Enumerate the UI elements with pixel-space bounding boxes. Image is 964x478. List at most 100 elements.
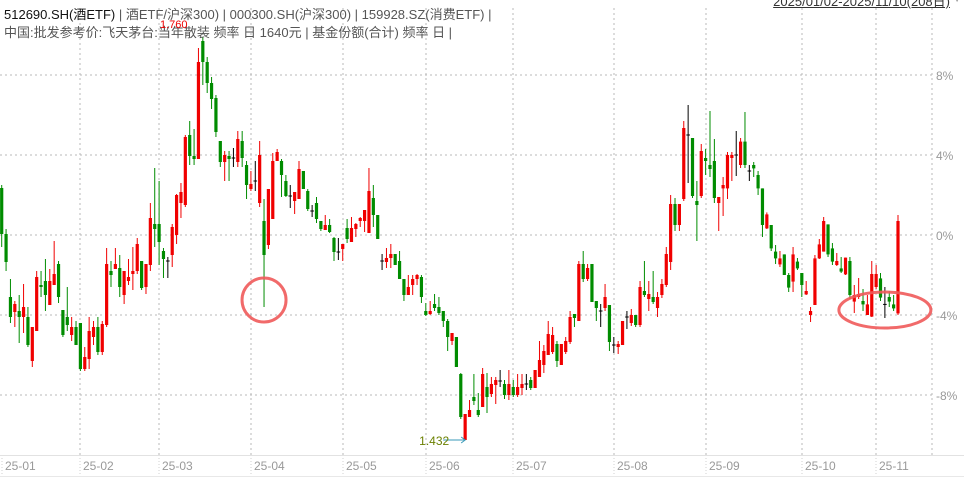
candle-body: [660, 284, 664, 295]
candle: [389, 244, 393, 268]
candle-body: [424, 311, 428, 315]
candle: [852, 285, 856, 313]
candle: [39, 271, 43, 297]
min-marker-arrowhead: [460, 436, 466, 444]
candle-body: [17, 311, 21, 317]
candle-body: [83, 357, 87, 369]
candle: [397, 251, 402, 279]
candle: [201, 37, 205, 85]
candle: [135, 238, 139, 274]
candle: [555, 341, 559, 367]
candle: [284, 175, 288, 197]
candle-body: [756, 175, 760, 189]
candle-body: [463, 414, 467, 440]
candle-body: [244, 165, 249, 185]
candle: [446, 319, 450, 351]
candle: [896, 215, 900, 315]
candle: [113, 248, 117, 269]
legend-other-series[interactable]: | 酒ETF/沪深300) | 000300.SH(沪深300) | 15992…: [115, 7, 492, 22]
candle-body: [682, 128, 686, 199]
candle-body: [695, 201, 699, 205]
candle-body: [323, 225, 327, 230]
candle-body: [362, 210, 367, 221]
candle-body: [35, 277, 39, 331]
dropdown-arrow-icon[interactable]: ▼: [952, 0, 962, 5]
candle: [585, 264, 590, 281]
candle: [603, 284, 607, 311]
candle-body: [717, 197, 721, 203]
candle-body: [739, 141, 743, 165]
x-tick-label: 25-04: [254, 459, 285, 473]
candle: [647, 281, 651, 311]
candle-body: [157, 224, 161, 242]
candle: [822, 217, 826, 252]
candle: [677, 204, 681, 231]
candle: [682, 121, 686, 201]
candle-body: [607, 305, 612, 342]
candle: [214, 95, 218, 137]
candle-body: [314, 203, 319, 219]
candle: [778, 251, 782, 267]
legend-primary-series[interactable]: 512690.SH(酒ETF): [4, 7, 116, 22]
candle-body: [502, 384, 507, 395]
candle: [249, 171, 253, 191]
candle-body: [725, 155, 730, 189]
candle: [690, 138, 695, 198]
candle-body: [376, 215, 380, 239]
candles: [0, 37, 900, 440]
candle-body: [791, 254, 795, 282]
candle: [878, 273, 883, 301]
candle-body: [218, 141, 222, 162]
candle-body: [699, 151, 703, 196]
candle-body: [533, 370, 537, 388]
candle-body: [371, 198, 375, 215]
candle: [74, 321, 78, 345]
candle: [511, 380, 515, 397]
annotation-ellipse: [837, 290, 933, 330]
date-range-link[interactable]: 2025/01/02-2025/11/10(208日): [773, 0, 950, 9]
candle-body: [240, 141, 244, 158]
candle: [393, 254, 397, 265]
candle: [485, 373, 489, 413]
candle-body: [590, 264, 594, 302]
candle: [743, 112, 747, 168]
candle-body: [712, 161, 716, 198]
candle: [765, 212, 769, 229]
candle: [843, 257, 848, 275]
candle: [481, 368, 485, 407]
candle: [559, 344, 563, 365]
candle-body: [258, 155, 262, 203]
candle: [529, 377, 533, 390]
candle: [314, 197, 319, 223]
series-legend: 512690.SH(酒ETF) | 酒ETF/沪深300) | 000300.S…: [4, 4, 491, 23]
candle: [463, 414, 467, 440]
candle-body: [113, 264, 117, 269]
candle-body: [489, 384, 493, 394]
candle: [17, 295, 21, 343]
candle: [747, 165, 752, 181]
candle-body: [817, 244, 821, 259]
candle-body: [870, 274, 874, 317]
candle-body: [839, 268, 843, 272]
candle: [223, 151, 227, 181]
candle-body: [476, 410, 480, 415]
candle-body: [52, 274, 56, 285]
candle-body: [690, 138, 695, 196]
candle-body: [852, 295, 856, 302]
candle: [769, 225, 773, 251]
candle-body: [26, 317, 30, 345]
candle: [432, 294, 437, 311]
candle-body: [511, 387, 515, 395]
x-tick-label: 25-01: [5, 459, 36, 473]
candle: [804, 281, 808, 295]
candle-body: [188, 135, 192, 156]
candle: [498, 370, 502, 387]
candle: [288, 185, 293, 208]
candle: [4, 229, 8, 271]
candle: [328, 219, 332, 233]
candle: [572, 314, 577, 327]
candle: [367, 168, 371, 233]
candle-body: [437, 307, 441, 313]
candle-body: [773, 251, 778, 259]
